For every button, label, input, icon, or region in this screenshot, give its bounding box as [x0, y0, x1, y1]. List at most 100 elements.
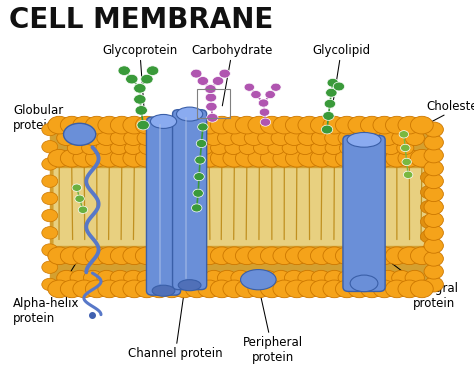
Circle shape	[398, 149, 421, 167]
Circle shape	[325, 131, 344, 145]
Circle shape	[310, 116, 333, 134]
Circle shape	[125, 141, 142, 155]
Circle shape	[196, 141, 213, 155]
Circle shape	[124, 131, 143, 145]
Circle shape	[326, 88, 337, 97]
Circle shape	[134, 84, 146, 93]
Circle shape	[137, 270, 156, 285]
Circle shape	[148, 149, 171, 167]
Ellipse shape	[241, 269, 276, 290]
Circle shape	[173, 280, 196, 298]
FancyBboxPatch shape	[146, 117, 181, 295]
Circle shape	[210, 116, 233, 134]
Circle shape	[268, 141, 285, 155]
Circle shape	[236, 116, 258, 134]
Text: Carbohydrate: Carbohydrate	[191, 44, 273, 106]
Circle shape	[198, 123, 208, 131]
Circle shape	[48, 280, 71, 298]
Circle shape	[348, 280, 371, 298]
Circle shape	[424, 277, 443, 292]
Circle shape	[204, 270, 223, 285]
Circle shape	[223, 247, 246, 265]
Circle shape	[136, 149, 158, 167]
Circle shape	[323, 149, 346, 167]
Circle shape	[373, 280, 396, 298]
Circle shape	[420, 245, 438, 258]
Circle shape	[134, 95, 146, 104]
Text: Channel protein: Channel protein	[128, 290, 223, 360]
Circle shape	[244, 270, 264, 285]
Circle shape	[75, 195, 84, 202]
Circle shape	[185, 280, 208, 298]
Circle shape	[271, 131, 291, 145]
Circle shape	[273, 116, 296, 134]
Ellipse shape	[347, 132, 381, 147]
Circle shape	[191, 204, 202, 212]
Circle shape	[85, 149, 108, 167]
Circle shape	[83, 270, 103, 285]
Circle shape	[336, 116, 358, 134]
Circle shape	[298, 280, 321, 298]
Circle shape	[126, 74, 138, 84]
Circle shape	[98, 280, 121, 298]
Circle shape	[271, 270, 291, 285]
Circle shape	[403, 171, 413, 178]
Circle shape	[123, 280, 146, 298]
Circle shape	[398, 116, 421, 134]
Text: Glycolipid: Glycolipid	[312, 44, 370, 108]
Circle shape	[285, 116, 308, 134]
Circle shape	[210, 280, 233, 298]
Circle shape	[150, 270, 170, 285]
Circle shape	[136, 280, 158, 298]
Circle shape	[420, 215, 438, 229]
Circle shape	[60, 116, 83, 134]
Circle shape	[223, 280, 246, 298]
Circle shape	[173, 247, 196, 265]
Circle shape	[424, 238, 443, 253]
Ellipse shape	[176, 107, 203, 121]
Text: Peripheral
protein: Peripheral protein	[243, 288, 302, 364]
Ellipse shape	[150, 114, 177, 128]
Circle shape	[118, 66, 130, 75]
Circle shape	[205, 85, 216, 93]
Circle shape	[97, 270, 116, 285]
Circle shape	[110, 131, 129, 145]
Circle shape	[185, 247, 208, 265]
Circle shape	[97, 131, 116, 145]
Circle shape	[198, 280, 221, 298]
Circle shape	[177, 131, 197, 145]
Circle shape	[348, 116, 371, 134]
Circle shape	[273, 149, 296, 167]
Circle shape	[402, 158, 411, 166]
Circle shape	[182, 141, 199, 155]
Circle shape	[141, 74, 153, 84]
Circle shape	[173, 116, 196, 134]
Circle shape	[311, 141, 328, 155]
Circle shape	[98, 149, 121, 167]
Circle shape	[210, 149, 233, 167]
Circle shape	[354, 141, 371, 155]
Circle shape	[42, 123, 58, 136]
Circle shape	[191, 69, 202, 78]
Circle shape	[98, 116, 121, 134]
Circle shape	[260, 118, 271, 126]
Circle shape	[194, 173, 204, 181]
Circle shape	[42, 278, 58, 291]
Circle shape	[244, 83, 255, 91]
Ellipse shape	[152, 285, 175, 296]
Circle shape	[399, 131, 409, 138]
Text: Cholesterol: Cholesterol	[403, 100, 474, 137]
Circle shape	[298, 131, 317, 145]
Circle shape	[424, 148, 443, 163]
Circle shape	[248, 280, 271, 298]
Circle shape	[244, 131, 264, 145]
Circle shape	[160, 280, 183, 298]
Circle shape	[323, 280, 346, 298]
Circle shape	[135, 106, 147, 115]
Circle shape	[195, 156, 205, 164]
Circle shape	[185, 116, 208, 134]
Circle shape	[424, 212, 443, 227]
Circle shape	[205, 93, 217, 102]
Circle shape	[285, 247, 308, 265]
Circle shape	[164, 270, 183, 285]
